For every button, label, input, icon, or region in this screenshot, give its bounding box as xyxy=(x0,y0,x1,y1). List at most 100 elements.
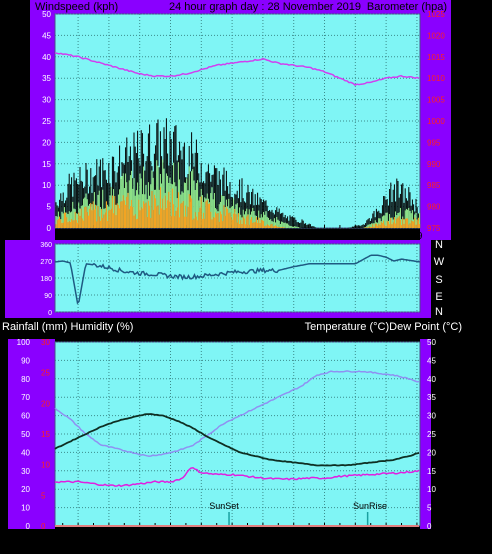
wind-x-tick-label: 05 xyxy=(350,231,362,242)
humidity-y-tick-label: 80 xyxy=(21,375,30,384)
rainfall-y-tick-label: 15 xyxy=(41,430,50,439)
rainfall-y-tick-label: 20 xyxy=(41,399,50,408)
wind-y-tick-label: 40 xyxy=(42,53,51,62)
wind-x-tick-label: 19 xyxy=(196,231,208,242)
humidity-y-tick-label: 30 xyxy=(21,467,30,476)
temp-x-tick-label: 23 xyxy=(257,537,269,548)
baro-y-tick-label: 975 xyxy=(427,224,441,233)
humidity-y-tick-label: 0 xyxy=(26,522,31,531)
wind-x-tick-label: 17 xyxy=(165,231,177,242)
dew-point-line xyxy=(54,370,420,457)
wind-y-tick-label: 20 xyxy=(42,138,51,147)
wind-x-tick-label: 13 xyxy=(103,231,115,242)
direction-y-tick-label: 0 xyxy=(48,310,52,317)
wind-x-tick-label: 07 xyxy=(381,231,393,242)
baro-y-tick-label: 980 xyxy=(427,203,441,212)
temperature-y-tick-label: 50 xyxy=(427,338,436,347)
baro-y-tick-label: 1005 xyxy=(427,96,445,105)
temperature-y-tick-label: 15 xyxy=(427,467,436,476)
temperature-y-tick-label: 45 xyxy=(427,356,436,365)
humidity-y-tick-label: 20 xyxy=(21,485,30,494)
rainfall-y-tick-label: 30 xyxy=(41,338,50,347)
baro-y-tick-label: 1020 xyxy=(427,31,445,40)
temperature-y-tick-label: 5 xyxy=(427,504,432,513)
temperature-y-tick-label: 0 xyxy=(427,522,432,531)
direction-y-tick-label: 180 xyxy=(40,276,52,283)
wind-x-tick-label: 11 xyxy=(73,231,84,242)
barometer-axis-title: Barometer (hpa) xyxy=(367,1,447,13)
sunset-label: SunSet xyxy=(209,501,239,511)
windspeed-axis-title: Windspeed (kph) xyxy=(35,1,118,13)
wind-x-tick-label: 03 xyxy=(319,231,331,242)
rainfall-y-tick-label: 10 xyxy=(41,461,50,470)
wind-right-axis-band xyxy=(420,0,451,240)
temp-x-tick-label: 01 xyxy=(288,537,300,548)
temp-x-tick-label: 17 xyxy=(165,537,177,548)
temperature-line xyxy=(54,413,420,467)
wind-direction-line xyxy=(54,254,420,305)
humidity-y-tick-label: 60 xyxy=(21,412,30,421)
temp-right-axis-band xyxy=(420,339,431,529)
rainfall-y-tick-label: 25 xyxy=(41,369,50,378)
direction-y-tick-label: 360 xyxy=(40,242,52,249)
temp-left-axis-band xyxy=(8,339,55,529)
temp-x-tick-label: 15 xyxy=(134,537,146,548)
wind-y-tick-label: 45 xyxy=(42,31,51,40)
wind-y-tick-label: 35 xyxy=(42,74,51,83)
temperature-y-tick-label: 35 xyxy=(427,393,436,402)
direction-y-tick-label: 270 xyxy=(40,259,52,266)
temp-x-tick-label: 21 xyxy=(227,537,239,548)
humidity-line xyxy=(54,467,420,488)
rainfall-y-tick-label: 0 xyxy=(41,522,46,531)
sunrise-label: SunRise xyxy=(353,501,387,511)
wind-direction-panel: 0 90 180 270 360 xyxy=(5,240,431,318)
humidity-y-tick-label: 90 xyxy=(21,356,30,365)
graph-title: 24 hour graph day : 28 November 2019 xyxy=(169,1,361,13)
humidity-y-tick-label: 10 xyxy=(21,504,30,513)
baro-y-tick-label: 995 xyxy=(427,138,441,147)
barometer-line xyxy=(54,52,420,86)
direction-label-n-bottom: N xyxy=(435,306,443,318)
wind-x-tick-label: 21 xyxy=(227,231,239,242)
temp-x-tick-label: 09 xyxy=(411,537,423,548)
wind-x-tick-label: 09 xyxy=(411,231,423,242)
temp-x-tick-label: 13 xyxy=(103,537,115,548)
baro-y-tick-label: 1015 xyxy=(427,53,445,62)
humidity-y-tick-label: 100 xyxy=(17,338,31,347)
rainfall-y-tick-label: 5 xyxy=(41,491,46,500)
wind-y-tick-label: 25 xyxy=(42,117,51,126)
wind-x-tick-label: 15 xyxy=(134,231,146,242)
wind-y-tick-label: 50 xyxy=(42,10,51,19)
direction-y-tick-label: 90 xyxy=(44,293,52,300)
direction-label-s: S xyxy=(435,274,442,286)
temp-x-tick-label: 07 xyxy=(381,537,393,548)
wind-x-tick-label: 23 xyxy=(257,231,269,242)
temp-x-tick-label: 03 xyxy=(319,537,331,548)
baro-y-tick-label: 1010 xyxy=(427,74,445,83)
baro-y-tick-label: 990 xyxy=(427,160,441,169)
direction-label-e: E xyxy=(435,291,442,303)
temperature-y-tick-label: 20 xyxy=(427,448,436,457)
temperature-y-tick-label: 40 xyxy=(427,375,436,384)
direction-label-w: W xyxy=(434,256,445,268)
temperature-panel: 0102030405060708090100051015202530051015… xyxy=(8,338,436,548)
baro-y-tick-label: 985 xyxy=(427,181,441,190)
humidity-y-tick-label: 70 xyxy=(21,393,30,402)
baro-y-tick-label: 1025 xyxy=(427,10,445,19)
temp-x-tick-label: 05 xyxy=(350,537,362,548)
temp-x-tick-label: 19 xyxy=(196,537,208,548)
wind-y-tick-label: 30 xyxy=(42,96,51,105)
temperature-y-tick-label: 25 xyxy=(427,430,436,439)
temp-x-tick-label: 11 xyxy=(73,537,84,548)
humidity-y-tick-label: 50 xyxy=(21,430,30,439)
wind-y-tick-label: 0 xyxy=(47,224,52,233)
wind-left-axis-band xyxy=(30,0,55,240)
wind-y-tick-label: 10 xyxy=(42,181,51,190)
humidity-y-tick-label: 40 xyxy=(21,448,30,457)
wind-panel: 0510152025303540455097598098599099510001… xyxy=(30,0,451,242)
direction-label-n-top: N xyxy=(435,239,443,251)
temp-dewpoint-axis-title: Temperature (°C)Dew Point (°C) xyxy=(305,321,462,333)
wind-y-tick-label: 5 xyxy=(47,203,52,212)
